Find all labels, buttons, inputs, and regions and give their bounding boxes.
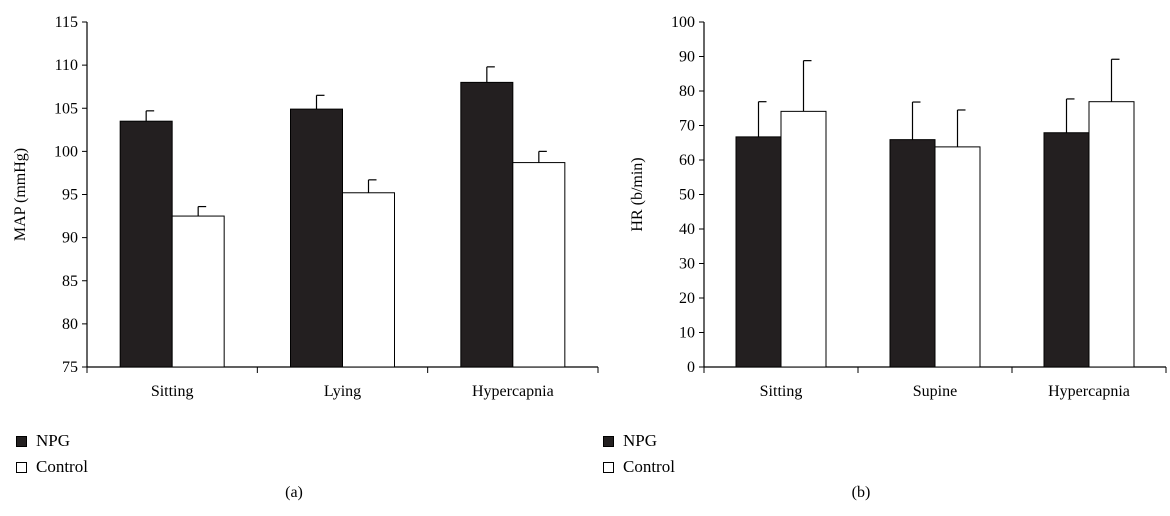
legend-swatch-control-b — [603, 461, 614, 473]
legend-item-npg: NPG — [16, 428, 88, 454]
legend-item-control: Control — [16, 454, 88, 480]
chart-a-x-tick-label: Sitting — [151, 383, 194, 400]
chart-a-y-tick-label: 110 — [55, 57, 78, 74]
chart-a-bar-npg — [119, 120, 173, 368]
chart-a-bar-npg — [460, 81, 514, 368]
chart-b-plot: 0 10 20 30 40 50 60 70 80 90 100 HR (b/min) Sitting S… — [629, 14, 1167, 400]
chart-b-y-tick-label: 30 — [679, 256, 695, 273]
chart-a-x-tick-label: Hypercapnia — [472, 383, 554, 400]
legend-item-npg-b: NPG — [603, 428, 675, 454]
chart-b-y-tick-label: 40 — [679, 221, 695, 238]
chart-a-y-tick-label: 105 — [54, 100, 78, 117]
legend-label-npg: NPG — [36, 431, 71, 450]
chart-a-plot: 75 80 85 90 95 100 105 110 115 MAP (mmHg) Sitting L… — [12, 14, 599, 400]
chart-b-x-tick-label: Hypercapnia — [1048, 383, 1130, 400]
chart-a-y-tick-label: 95 — [62, 187, 78, 204]
legend-swatch-npg — [16, 435, 27, 447]
chart-a-y-tick-label: 80 — [62, 316, 78, 333]
chart-b-y-tick-label: 90 — [679, 49, 695, 66]
chart-b-x-tick-label: Sitting — [760, 383, 803, 400]
chart-b-y-tick-label: 70 — [679, 118, 695, 135]
chart-b-bar-control — [934, 146, 981, 368]
chart-a-x-tick-label: Lying — [324, 383, 361, 400]
chart-a-y-tick-label: 75 — [62, 359, 78, 376]
legend-swatch-control — [16, 461, 27, 473]
chart-a-legend: NPG Control — [16, 428, 88, 480]
chart-b-bar-npg — [889, 139, 936, 368]
chart-a-y-axis-label: MAP (mmHg) — [12, 148, 29, 241]
chart-b-bar-control — [1088, 101, 1135, 368]
chart-b-bar-control — [780, 110, 827, 368]
chart-b-y-tick-label: 100 — [671, 14, 695, 31]
legend-swatch-npg-b — [603, 435, 614, 447]
chart-b-y-axis-label: HR (b/min) — [629, 157, 646, 231]
legend-item-control-b: Control — [603, 454, 675, 480]
chart-b-bar-npg — [1043, 132, 1090, 368]
chart-b-y-tick-label: 80 — [679, 83, 695, 100]
chart-a-y-tick-label: 115 — [55, 14, 78, 31]
chart-b-y-tick-label: 0 — [687, 359, 695, 376]
chart-a-y-tick-label: 85 — [62, 273, 78, 290]
chart-a-y-tick-label: 100 — [54, 143, 78, 160]
legend-label-npg-b: NPG — [623, 431, 658, 450]
chart-panel-b: 0 10 20 30 40 50 60 70 80 90 100 HR (b/min) Sitting S… — [585, 0, 1170, 516]
chart-b-bar-npg — [735, 136, 782, 368]
chart-a-y-tick-label: 90 — [62, 230, 78, 247]
chart-panel-a: 75 80 85 90 95 100 105 110 115 MAP (mmHg) Sitting L… — [12, 14, 599, 501]
chart-a-bar-npg — [290, 108, 343, 368]
chart-b-y-tick-label: 20 — [679, 290, 695, 307]
legend-label-control-b: Control — [623, 457, 675, 476]
panel-label-b: (b) — [851, 484, 871, 501]
chart-a-bar-control — [171, 215, 225, 368]
chart-b-y-tick-label: 10 — [679, 325, 695, 342]
chart-a-bar-control — [512, 162, 566, 368]
chart-b-legend: NPG Control — [603, 428, 675, 480]
chart-b-y-tick-label: 60 — [679, 152, 695, 169]
panel-label-a: (a) — [285, 484, 303, 501]
chart-b-y-tick-label: 50 — [679, 187, 695, 204]
legend-label-control: Control — [36, 457, 88, 476]
chart-b-x-tick-label: Supine — [913, 383, 957, 400]
chart-a-bar-control — [342, 192, 395, 368]
